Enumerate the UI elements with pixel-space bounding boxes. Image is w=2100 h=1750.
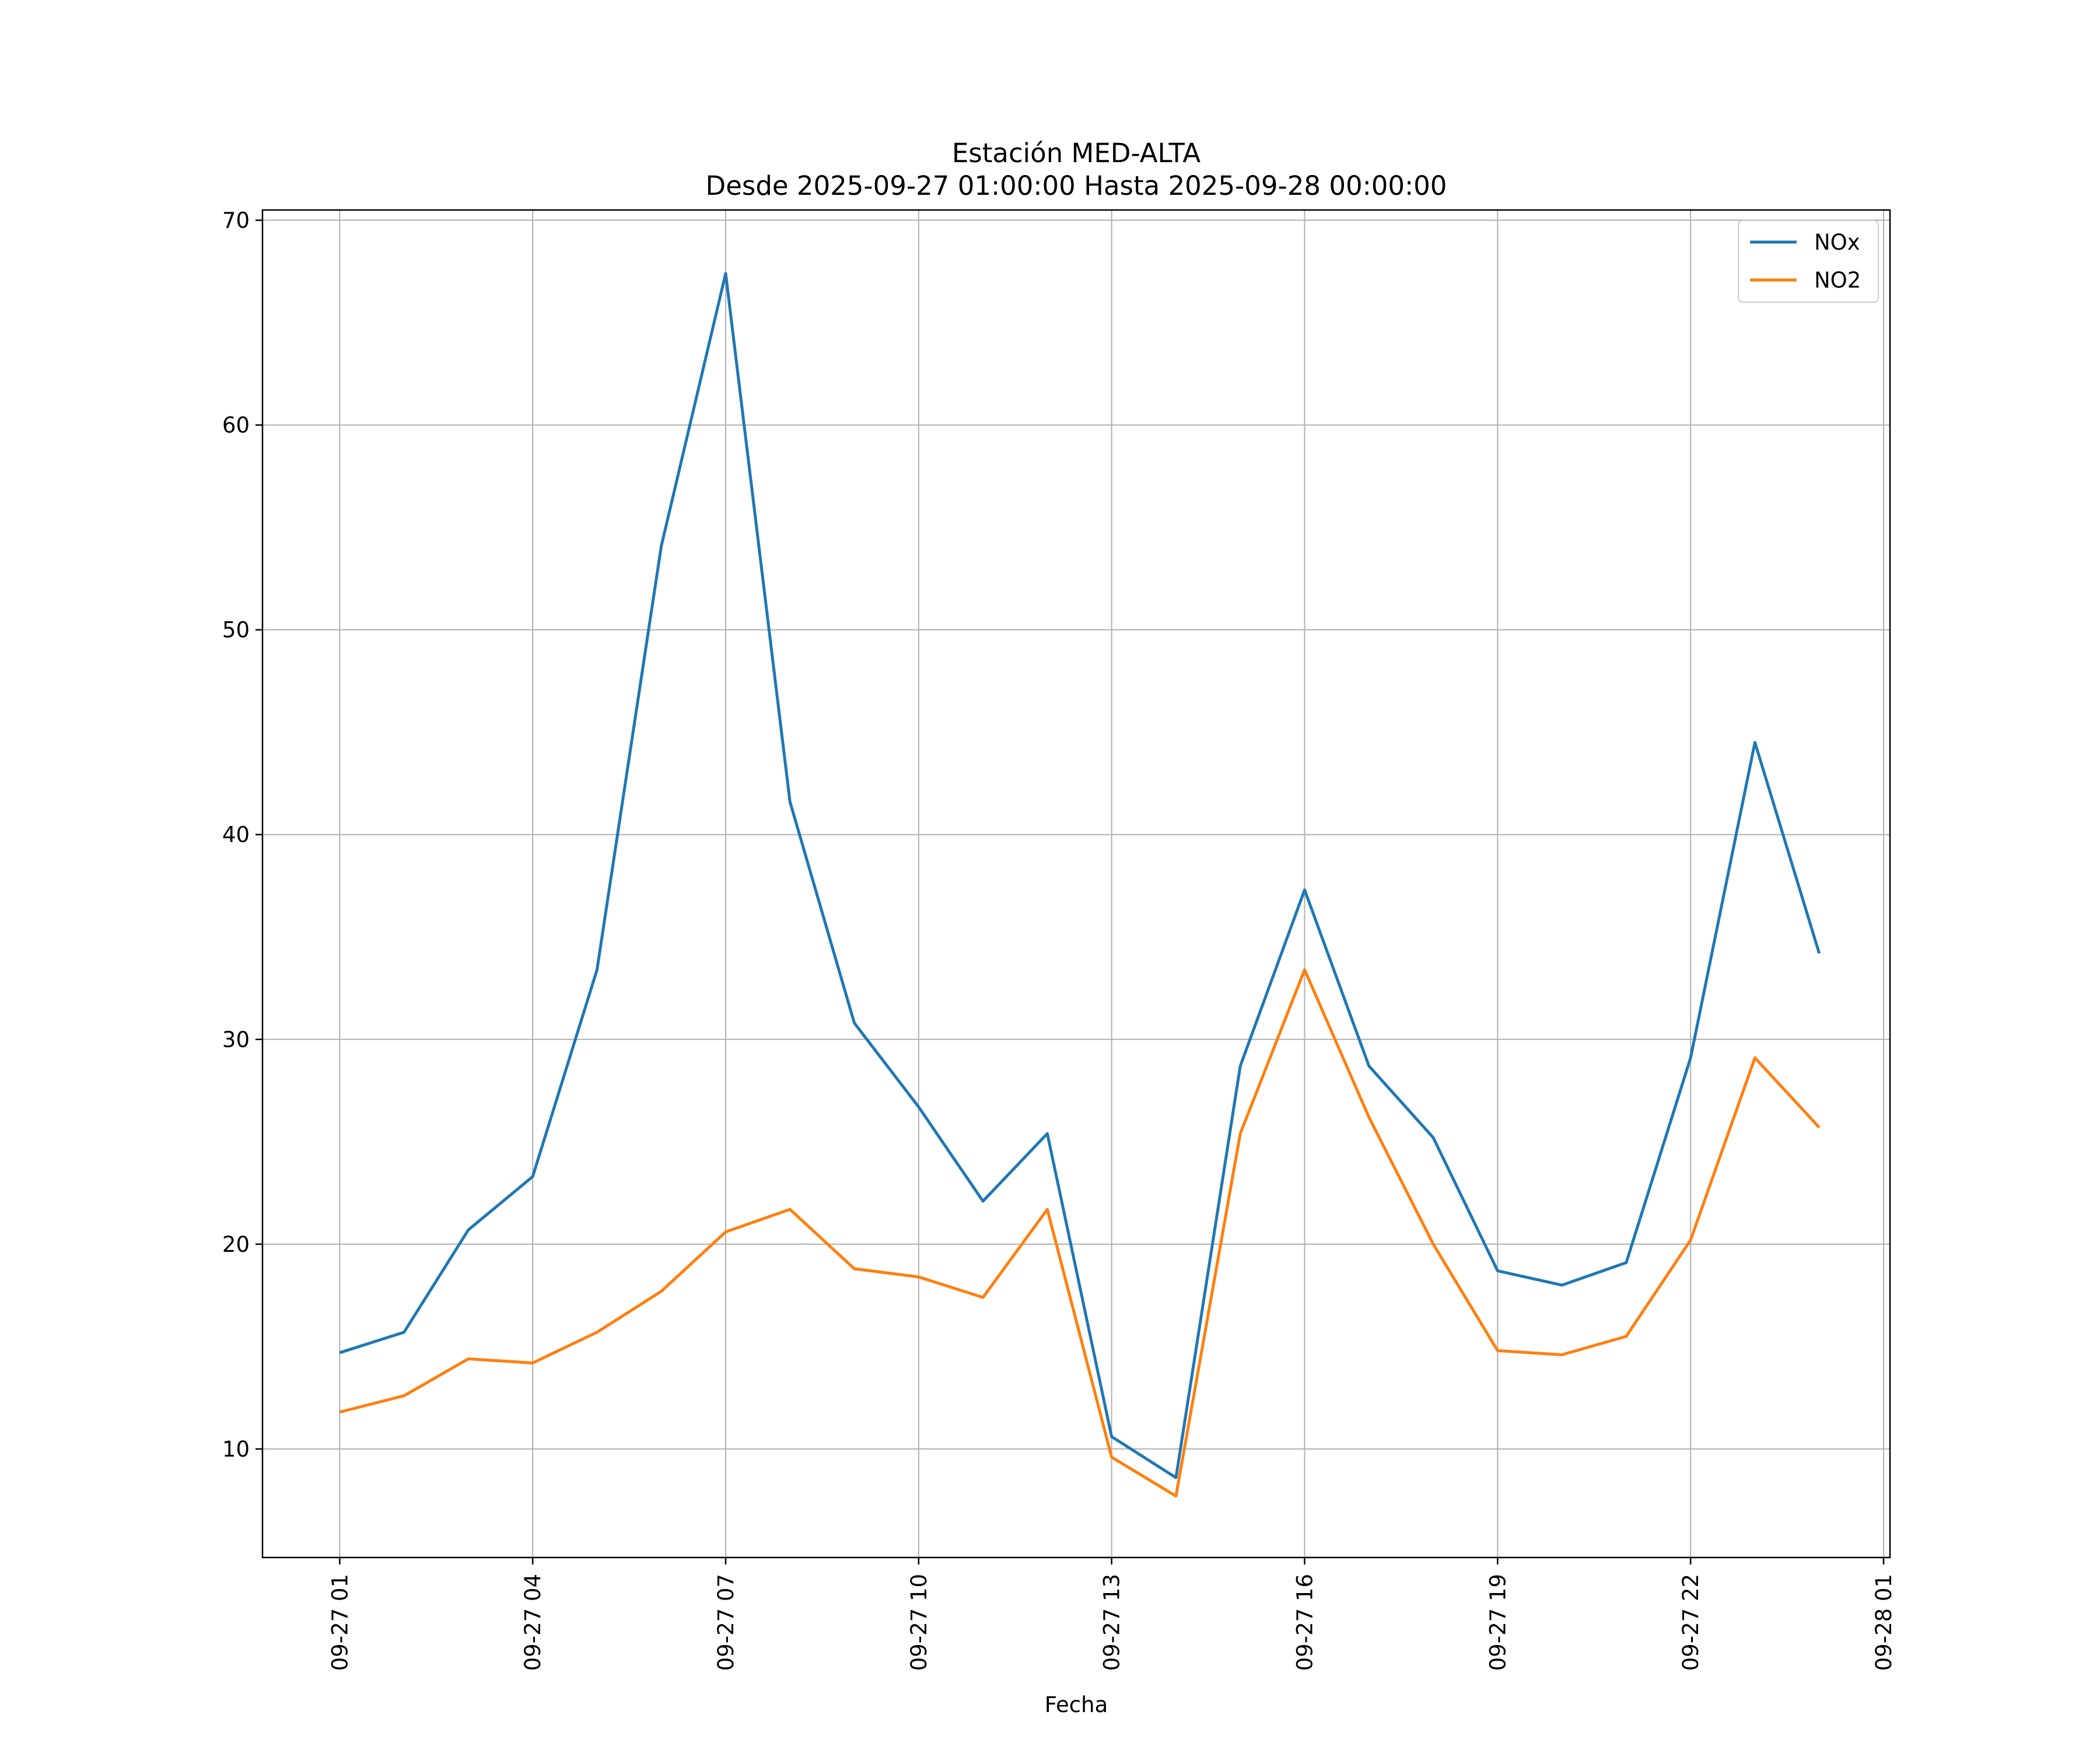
y-tick-label: 20 bbox=[222, 1232, 250, 1257]
x-axis-label: Fecha bbox=[1045, 1692, 1108, 1717]
x-tick-label: 09-27 04 bbox=[520, 1574, 545, 1671]
x-tick-label: 09-27 10 bbox=[907, 1574, 932, 1671]
series-line-no2 bbox=[339, 968, 1821, 1498]
legend: NOx NO2 bbox=[1738, 220, 1879, 303]
x-tick-label: 09-27 16 bbox=[1292, 1574, 1317, 1671]
y-tick-label: 10 bbox=[222, 1437, 250, 1462]
legend-label-nox: NOx bbox=[1814, 230, 1860, 255]
y-tick-label: 40 bbox=[222, 822, 250, 848]
plot-area bbox=[262, 210, 1890, 1558]
x-tick-label: 09-27 13 bbox=[1100, 1574, 1125, 1671]
x-tick-label: 09-28 01 bbox=[1871, 1574, 1896, 1671]
chart-title: Estación MED-ALTA bbox=[952, 138, 1201, 169]
series-layer bbox=[339, 272, 1821, 1498]
y-tick-label: 30 bbox=[222, 1027, 250, 1052]
legend-label-no2: NO2 bbox=[1814, 268, 1861, 293]
x-tick-label: 09-27 19 bbox=[1485, 1574, 1510, 1671]
plot-frame bbox=[261, 209, 1891, 1559]
chart-subtitle: Desde 2025-09-27 01:00:00 Hasta 2025-09-… bbox=[706, 170, 1447, 201]
x-tick-label: 09-27 01 bbox=[327, 1574, 352, 1671]
x-tick-label: 09-27 22 bbox=[1678, 1574, 1703, 1671]
tick-layer: 09-27 01 09-27 04 09-27 07 09-27 10 09-27 13… bbox=[222, 208, 1896, 1671]
y-tick-label: 70 bbox=[222, 208, 250, 233]
y-tick-label: 50 bbox=[222, 618, 250, 643]
grid-layer bbox=[262, 210, 1890, 1558]
x-tick-label: 09-27 07 bbox=[713, 1574, 738, 1671]
series-line-nox bbox=[339, 272, 1821, 1479]
y-tick-label: 60 bbox=[222, 413, 250, 438]
